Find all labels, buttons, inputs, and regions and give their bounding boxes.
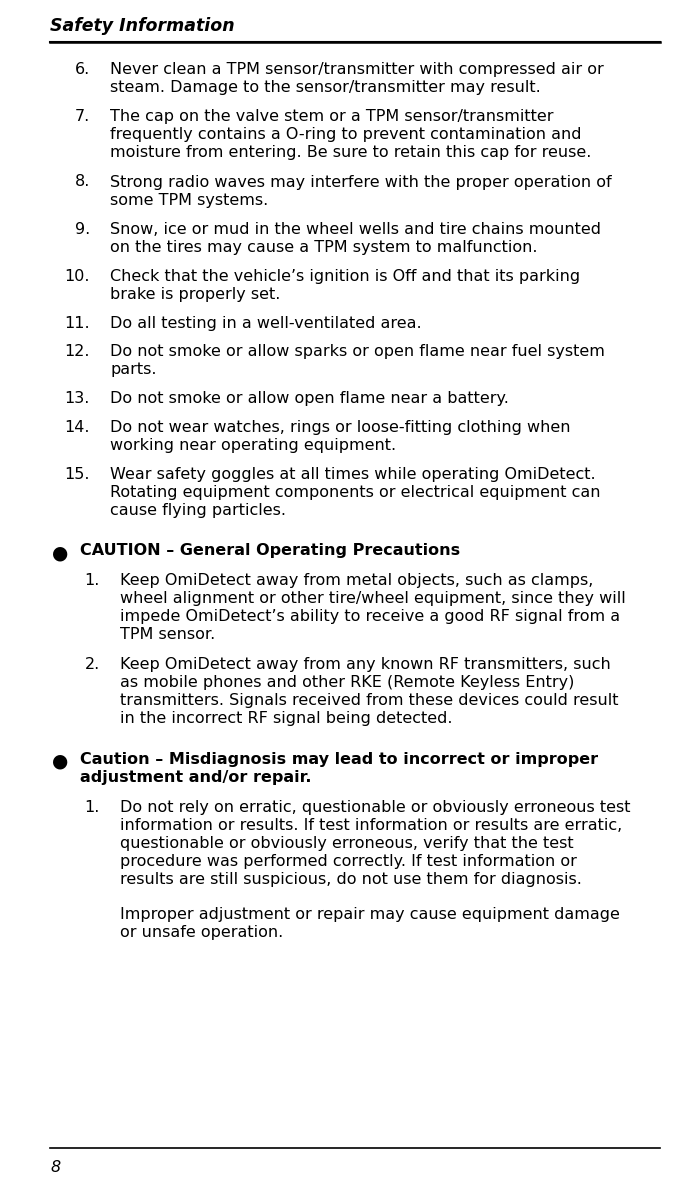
Text: Wear safety goggles at all times while operating OmiDetect.
Rotating equipment c: Wear safety goggles at all times while o… xyxy=(110,466,601,518)
Text: 11.: 11. xyxy=(64,315,90,330)
Text: 15.: 15. xyxy=(65,466,90,481)
Text: 1.: 1. xyxy=(85,572,100,588)
Text: Improper adjustment or repair may cause equipment damage
or unsafe operation.: Improper adjustment or repair may cause … xyxy=(120,907,620,940)
Text: 7.: 7. xyxy=(74,109,90,124)
Text: Do not smoke or allow open flame near a battery.: Do not smoke or allow open flame near a … xyxy=(110,391,509,406)
Text: ●: ● xyxy=(52,752,68,771)
Text: CAUTION – General Operating Precautions: CAUTION – General Operating Precautions xyxy=(80,543,460,558)
Text: 6.: 6. xyxy=(74,63,90,77)
Text: Do not wear watches, rings or loose-fitting clothing when
working near operating: Do not wear watches, rings or loose-fitt… xyxy=(110,420,571,452)
Text: 8: 8 xyxy=(50,1160,60,1175)
Text: 1.: 1. xyxy=(85,800,100,814)
Text: 2.: 2. xyxy=(85,656,100,671)
Text: Strong radio waves may interfere with the proper operation of
some TPM systems.: Strong radio waves may interfere with th… xyxy=(110,175,612,208)
Text: Keep OmiDetect away from metal objects, such as clamps,
wheel alignment or other: Keep OmiDetect away from metal objects, … xyxy=(120,572,626,642)
Text: Never clean a TPM sensor/transmitter with compressed air or
steam. Damage to the: Never clean a TPM sensor/transmitter wit… xyxy=(110,63,603,96)
Text: Snow, ice or mud in the wheel wells and tire chains mounted
on the tires may cau: Snow, ice or mud in the wheel wells and … xyxy=(110,222,601,255)
Text: The cap on the valve stem or a TPM sensor/transmitter
frequently contains a O-ri: The cap on the valve stem or a TPM senso… xyxy=(110,109,592,160)
Text: Safety Information: Safety Information xyxy=(50,17,235,35)
Text: Do all testing in a well-ventilated area.: Do all testing in a well-ventilated area… xyxy=(110,315,422,330)
Text: Do not rely on erratic, questionable or obviously erroneous test
information or : Do not rely on erratic, questionable or … xyxy=(120,800,631,886)
Text: ●: ● xyxy=(52,543,68,562)
Text: 12.: 12. xyxy=(65,345,90,359)
Text: Keep OmiDetect away from any known RF transmitters, such
as mobile phones and ot: Keep OmiDetect away from any known RF tr… xyxy=(120,656,619,726)
Text: Do not smoke or allow sparks or open flame near fuel system
parts.: Do not smoke or allow sparks or open fla… xyxy=(110,345,605,376)
Text: 13.: 13. xyxy=(65,391,90,406)
Text: 8.: 8. xyxy=(74,175,90,190)
Text: 14.: 14. xyxy=(65,420,90,434)
Text: 9.: 9. xyxy=(74,222,90,236)
Text: Check that the vehicle’s ignition is Off and that its parking
brake is properly : Check that the vehicle’s ignition is Off… xyxy=(110,269,580,302)
Text: Caution – Misdiagnosis may lead to incorrect or improper
adjustment and/or repai: Caution – Misdiagnosis may lead to incor… xyxy=(80,752,598,785)
Text: 10.: 10. xyxy=(65,269,90,283)
